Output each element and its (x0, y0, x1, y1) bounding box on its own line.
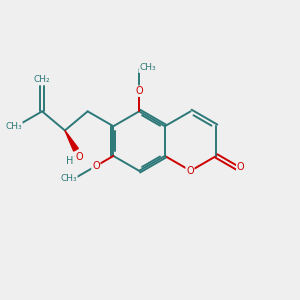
Text: O: O (92, 161, 100, 171)
Text: CH₃: CH₃ (5, 122, 22, 131)
Text: H: H (66, 156, 74, 166)
Text: O: O (186, 166, 194, 176)
Text: O: O (135, 86, 143, 96)
Text: O: O (75, 152, 83, 162)
Text: O: O (237, 162, 244, 172)
Text: CH₃: CH₃ (60, 174, 77, 183)
Polygon shape (65, 130, 78, 151)
Text: CH₂: CH₂ (34, 75, 50, 84)
Text: CH₃: CH₃ (139, 63, 156, 72)
